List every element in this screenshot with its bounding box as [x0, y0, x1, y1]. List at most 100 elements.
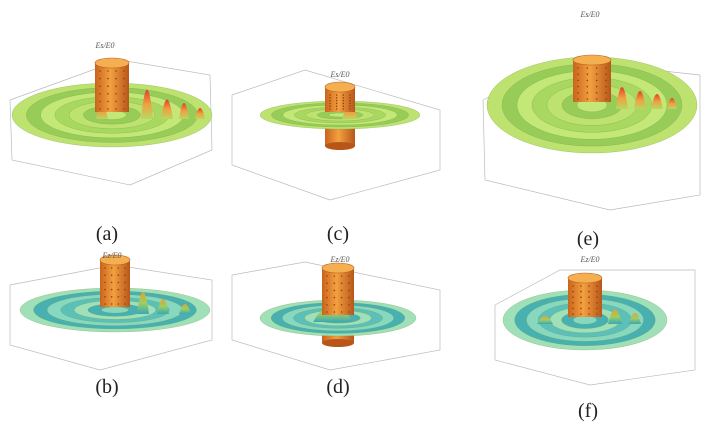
cylinder-texture: [124, 296, 126, 298]
surface-peak: [179, 304, 191, 314]
cylinder-texture: [326, 296, 328, 299]
cylinder-texture: [348, 304, 350, 306]
cylinder-texture: [110, 288, 113, 291]
cylinder-top: [94, 57, 130, 69]
cylinder-texture: [588, 313, 590, 315]
cylinder-texture: [348, 296, 350, 299]
cylinder-texture: [326, 275, 328, 277]
cylinder-texture: [117, 281, 120, 284]
cylinder-texture: [99, 85, 101, 87]
cylinder-texture: [335, 108, 338, 110]
panels: [9, 54, 701, 386]
cylinder: [322, 268, 354, 315]
cylinder-texture: [117, 288, 120, 291]
panel-title: Es/E0: [329, 70, 349, 79]
cylinder-texture: [124, 288, 126, 291]
box-frame: [494, 269, 696, 386]
cylinder-texture: [572, 307, 574, 310]
cylinder-texture: [123, 70, 125, 72]
cylinder-texture: [586, 79, 589, 82]
cylinder-texture: [107, 108, 109, 110]
cylinder-texture: [595, 98, 598, 100]
cylinder-texture: [115, 93, 117, 95]
cylinder-texture: [588, 290, 590, 293]
cylinder-texture: [104, 296, 106, 298]
cylinder-texture: [588, 296, 590, 299]
cylinder-texture: [123, 93, 125, 95]
cylinder-texture: [605, 79, 607, 82]
cylinder-texture: [107, 77, 109, 80]
cylinder-texture: [333, 275, 336, 277]
cylinder-texture: [340, 289, 343, 292]
panel-label: (a): [96, 223, 118, 245]
surface-peak: [195, 108, 205, 119]
cylinder-texture: [340, 304, 343, 306]
cylinder-top: [324, 81, 356, 93]
cylinder-base: [325, 142, 355, 150]
cylinder-texture: [335, 94, 338, 96]
cylinder-texture: [104, 281, 106, 284]
cylinder-texture: [117, 267, 120, 269]
cylinder-texture: [348, 311, 350, 313]
cylinder-texture: [123, 108, 125, 110]
cylinder-texture: [115, 100, 117, 103]
panel-label: (e): [577, 228, 599, 250]
cylinder-texture: [342, 108, 345, 110]
labels: (a) (b) (c) (d) (e) (f) Es/E0 Ez/E0 Es/E…: [94, 10, 599, 422]
panel-title: Ez/E0: [101, 251, 121, 260]
cylinder-texture: [335, 97, 338, 99]
cylinder-texture: [595, 92, 598, 94]
cylinder-texture: [596, 296, 598, 299]
cylinder-texture: [586, 67, 589, 69]
cylinder-texture: [605, 85, 607, 88]
cylinder-texture: [348, 275, 350, 277]
cylinder-texture: [329, 108, 331, 110]
surface-peak: [537, 316, 553, 324]
cylinder-texture: [595, 67, 598, 69]
panel-title: Es/E0: [579, 10, 599, 19]
surface-peak: [667, 98, 677, 109]
cylinder-texture: [326, 304, 328, 306]
cylinder-texture: [123, 77, 125, 80]
cylinder-texture: [580, 290, 582, 293]
cylinder-top: [572, 54, 612, 66]
cylinder-texture: [117, 274, 120, 277]
cylinder-texture: [110, 281, 113, 284]
cylinder-texture: [333, 282, 336, 285]
cylinder-texture: [117, 303, 120, 305]
cylinder-texture: [329, 102, 331, 105]
surface-peak: [651, 94, 663, 109]
cylinder-texture: [124, 303, 126, 305]
panel-title: Ez/E0: [579, 255, 599, 264]
cylinder-texture: [326, 289, 328, 292]
cylinder-texture: [349, 97, 351, 99]
cylinder-texture: [342, 105, 345, 107]
cylinder-texture: [110, 274, 113, 277]
cylinder-texture: [348, 289, 350, 292]
cylinder-texture: [124, 281, 126, 284]
cylinder-texture: [124, 274, 126, 277]
cylinder-texture: [104, 288, 106, 291]
cylinder-texture: [342, 97, 345, 99]
cylinder-base: [322, 339, 354, 347]
cylinder-texture: [333, 311, 336, 313]
cylinder-texture: [104, 303, 106, 305]
cylinder-texture: [586, 73, 589, 75]
panel-label: (f): [578, 400, 598, 422]
cylinder-texture: [588, 307, 590, 310]
cylinder-texture: [586, 98, 589, 100]
cylinder-texture: [110, 303, 113, 305]
cylinder-texture: [595, 73, 598, 75]
cylinder-texture: [329, 94, 331, 96]
surface-ring: [101, 306, 129, 314]
cylinder-texture: [572, 313, 574, 315]
cylinder-texture: [329, 97, 331, 99]
cylinder-texture: [605, 98, 607, 100]
cylinder-top: [567, 272, 603, 284]
cylinder-texture: [107, 93, 109, 95]
cylinder-texture: [326, 311, 328, 313]
cylinder-texture: [335, 99, 338, 102]
surface-peak: [157, 299, 169, 314]
cylinder-texture: [329, 105, 331, 107]
